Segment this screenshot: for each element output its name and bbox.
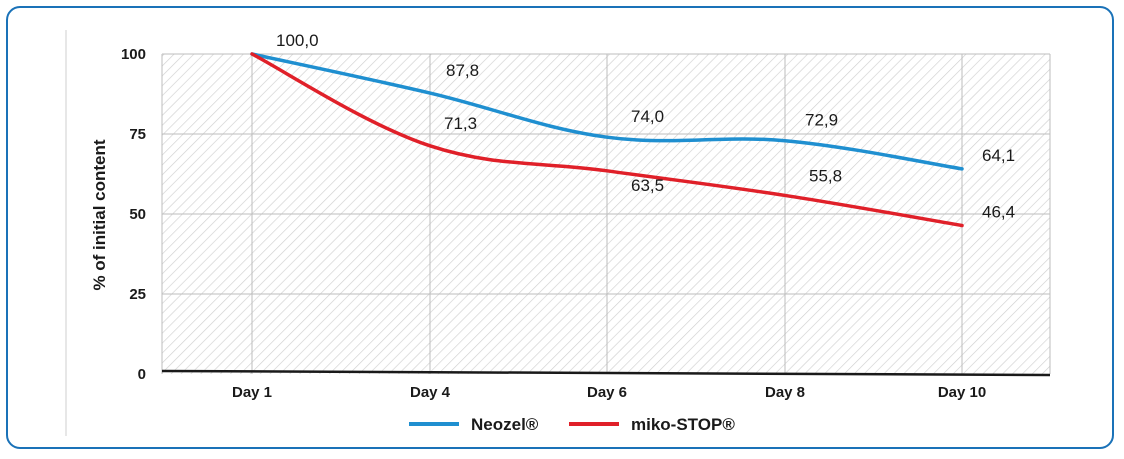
data-label: 100,0 [276, 31, 319, 50]
x-tick-label: Day 10 [938, 384, 986, 401]
legend-label: Neozel® [471, 415, 539, 434]
data-label: 72,9 [805, 111, 838, 130]
data-label: 87,8 [446, 61, 479, 80]
y-tick-label: 75 [129, 126, 146, 143]
y-axis-label: % of initial content [90, 139, 109, 290]
y-tick-label: 25 [129, 286, 146, 303]
legend-label: miko-STOP® [631, 415, 735, 434]
x-tick-label: Day 4 [410, 384, 451, 401]
data-label: 71,3 [444, 114, 477, 133]
x-axis-line [161, 369, 1051, 377]
x-tick-label: Day 8 [765, 384, 805, 401]
y-tick-label: 50 [129, 206, 146, 223]
x-tick-label: Day 6 [587, 384, 627, 401]
data-label: 55,8 [809, 166, 842, 185]
y-tick-label: 100 [121, 46, 146, 63]
data-label: 46,4 [982, 203, 1015, 222]
y-tick-label: 0 [138, 366, 146, 383]
data-label: 74,0 [631, 107, 664, 126]
x-tick-label: Day 1 [232, 384, 272, 401]
data-label: 64,1 [982, 146, 1015, 165]
data-label: 63,5 [631, 176, 664, 195]
